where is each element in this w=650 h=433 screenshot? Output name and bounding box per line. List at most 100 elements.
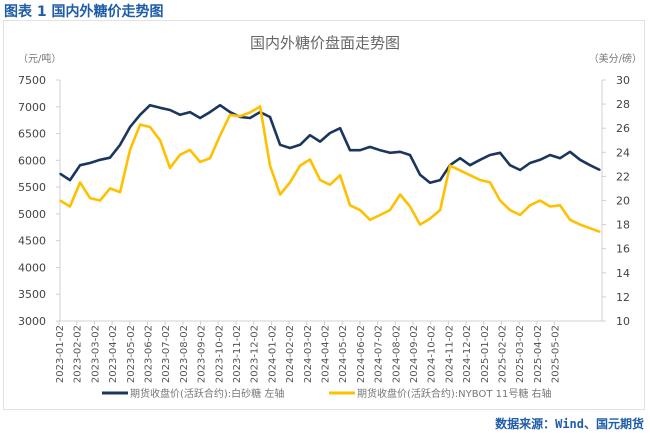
data-point [399,193,401,196]
right-tick-label: 12 [616,291,630,304]
data-point [129,149,131,151]
data-point [229,111,231,113]
x-tick-label: 2025-03-02 [515,325,526,383]
legend-label: 期货收盘价(活跃合约):白砂糖 左轴 [130,387,284,400]
legend-label: 期货收盘价(活跃合约):NYBOT 11号糖 右轴 [357,387,552,400]
data-point [249,111,251,114]
data-point [539,158,541,161]
data-point [519,214,521,216]
right-tick-label: 10 [616,315,630,328]
data-point [349,204,351,207]
data-point [459,169,461,172]
data-point [549,205,551,208]
data-point [279,144,281,146]
right-tick-label: 20 [616,195,630,208]
x-tick-label: 2025-04-02 [533,325,544,383]
source-note: 数据来源：Wind、国元期货 [495,417,644,431]
left-tick-label: 6500 [18,128,46,141]
data-point [489,181,491,184]
x-tick-label: 2025-05-02 [551,325,562,383]
x-tick-label: 2025-02-02 [498,325,509,383]
data-point [559,157,561,159]
x-tick-label: 2024-03-02 [303,325,314,383]
data-point [299,164,301,167]
data-point [419,223,421,226]
x-tick-label: 2024-07-02 [374,325,385,383]
x-tick-label: 2024-02-02 [285,325,296,383]
data-point [499,152,501,154]
left-tick-label: 3000 [18,315,46,328]
data-point [99,158,101,161]
right-axis-unit: （美分/磅） [589,52,642,65]
data-point [479,179,481,181]
x-tick-label: 2023-03-02 [90,325,101,383]
data-point [209,157,211,160]
data-point [99,199,101,202]
data-point [369,146,371,148]
x-tick-label: 2023-08-02 [179,325,190,383]
data-point [439,179,441,181]
data-point [309,158,311,161]
left-tick-label: 7500 [18,74,46,87]
left-tick-label: 5000 [18,208,46,221]
data-point [489,154,491,156]
left-axis-unit: （元/吨） [18,52,61,65]
x-tick-label: 2024-01-02 [267,325,278,383]
x-tick-label: 2023-01-02 [55,325,66,383]
right-tick-label: 22 [616,170,630,183]
x-tick-label: 2024-10-02 [427,325,438,383]
x-tick-label: 2023-02-02 [73,325,84,383]
data-point [429,182,431,184]
data-point [179,114,181,116]
data-point [299,144,301,146]
left-tick-label: 4500 [18,235,46,248]
data-point [459,157,461,159]
data-point [399,150,401,153]
data-point [499,199,501,202]
data-point [409,205,411,208]
data-point [529,204,531,207]
left-tick-label: 6000 [18,154,46,167]
data-point [69,205,71,208]
data-point [409,154,411,156]
data-point [579,223,581,226]
data-point [239,115,241,117]
data-point [289,181,291,184]
data-point [79,164,81,166]
data-point [209,111,211,113]
data-point [149,104,151,106]
left-tick-label: 3500 [18,288,46,301]
data-point [269,116,271,118]
x-tick-label: 2024-11-02 [444,325,455,383]
data-point [219,134,221,137]
x-tick-label: 2023-05-02 [126,325,137,383]
data-point [469,164,471,166]
x-tick-label: 2024-12-02 [462,325,473,383]
x-tick-label: 2024-08-02 [391,325,402,383]
data-point [549,154,551,156]
data-point [439,209,441,211]
data-point [199,117,201,119]
data-point [219,104,221,106]
data-point [169,109,171,111]
x-tick-label: 2025-01-02 [480,325,491,383]
data-point [139,123,141,126]
left-tick-label: 7000 [18,101,46,114]
data-point [519,169,521,171]
data-point [359,149,361,151]
data-point [479,158,481,161]
x-tick-label: 2023-10-02 [214,325,225,383]
x-tick-label: 2024-04-02 [321,325,332,383]
data-point [289,147,291,149]
data-point [199,161,201,163]
data-point [509,209,511,211]
right-tick-label: 30 [616,74,630,87]
data-point [389,209,391,211]
data-point [89,162,91,164]
data-point [229,114,231,116]
data-point [599,169,601,171]
series-line-domestic-sugar [59,103,601,185]
right-tick-label: 28 [616,98,630,111]
x-tick-label: 2023-12-02 [250,325,261,383]
data-point [189,149,191,151]
